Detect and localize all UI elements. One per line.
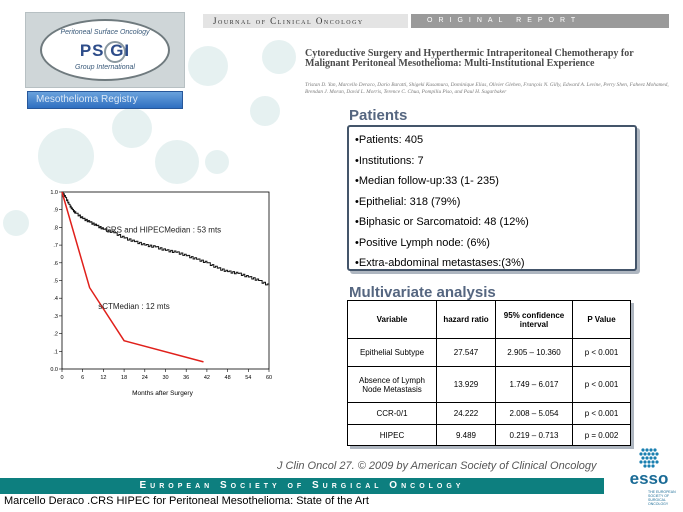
mesothelioma-registry-button[interactable]: Mesothelioma Registry — [27, 91, 183, 109]
logo-top-text: Peritoneal Surface Oncology — [60, 29, 150, 36]
y-tick-label: .7 — [53, 243, 58, 249]
y-tick-label: .6 — [53, 261, 58, 267]
y-tick-label: 1.0 — [50, 190, 58, 196]
table-row: Absence of Lymph Node Metastasis 13.929 … — [347, 366, 631, 403]
society-banner: European Society of Surgical Oncology — [0, 478, 604, 494]
patients-item: •Median follow-up:33 (1- 235) — [355, 175, 499, 187]
x-tick-label: 42 — [204, 375, 210, 381]
chart-labels: CRS and HIPECMedian : 53 mts sCTMedian : … — [98, 226, 221, 311]
article-authors: Tristan D. Yan, Marcello Deraco, Dario B… — [305, 82, 669, 95]
table-cell: p < 0.001 — [572, 402, 631, 425]
y-tick-label: .3 — [53, 314, 58, 320]
esso-logo: esso THE EUROPEAN SOCIETY OF SURGICAL ON… — [618, 447, 680, 507]
table-cell: HIPEC — [347, 424, 437, 446]
logo-mid-text: PS GI — [79, 41, 131, 60]
table-header-row: Variable hazard ratio 95% confidence int… — [347, 300, 631, 339]
psogi-logo-oval: Peritoneal Surface Oncology PS GI Group … — [40, 19, 170, 81]
background-bubble — [250, 96, 280, 126]
table-cell: p < 0.001 — [572, 338, 631, 367]
journal-name: Journal of Clinical Oncology — [203, 14, 408, 28]
patients-item: •Biphasic or Sarcomatoid: 48 (12%) — [355, 216, 529, 228]
patients-box: •Patients: 405 •Institutions: 7 •Median … — [347, 125, 637, 271]
chart-axes: 0.0 .1 .2 .3 .4 .5 .6 .7 .8 .9 1.0 0 6 12 18 24 30 36 42 48… — [50, 190, 272, 397]
background-bubble — [188, 46, 228, 86]
table-row: Epithelial Subtype 27.547 2.905 – 10.360… — [347, 338, 631, 367]
y-tick-label: .5 — [53, 279, 58, 285]
logo-ring-icon — [104, 41, 126, 63]
crs-hipec-survival-line — [62, 191, 270, 286]
report-type: ORIGINAL REPORT — [411, 14, 669, 28]
background-bubble — [155, 140, 199, 184]
x-tick-label: 0 — [60, 375, 63, 381]
survival-chart: 0.0 .1 .2 .3 .4 .5 .6 .7 .8 .9 1.0 0 6 12 18 24 30 36 42 48… — [50, 190, 272, 397]
patients-list: •Patients: 405 •Institutions: 7 •Median … — [349, 127, 635, 274]
column-header: 95% confidence interval — [495, 300, 573, 339]
esso-wordmark: esso — [629, 469, 669, 488]
table-cell: 1.749 – 6.017 — [495, 366, 573, 403]
table-cell: 13.929 — [436, 366, 496, 403]
x-tick-label: 18 — [121, 375, 127, 381]
background-bubble — [38, 128, 94, 184]
sct-series-label: sCTMedian : 12 mts — [98, 302, 170, 311]
x-tick-label: 48 — [225, 375, 231, 381]
table-row: CCR-0/1 24.222 2.008 – 5.054 p < 0.001 — [347, 402, 631, 425]
table-cell: CCR-0/1 — [347, 402, 437, 425]
table-cell: 9.489 — [436, 424, 496, 446]
y-tick-label: .4 — [53, 296, 58, 302]
background-bubble — [262, 40, 296, 74]
y-tick-label: 0.0 — [50, 367, 58, 373]
column-header: P Value — [572, 300, 631, 339]
table-cell: 27.547 — [436, 338, 496, 367]
patients-item: •Extra-abdominal metastases:(3%) — [355, 257, 525, 269]
table-cell: 2.905 – 10.360 — [495, 338, 573, 367]
x-tick-label: 30 — [162, 375, 168, 381]
chart-series — [61, 191, 270, 363]
y-tick-label: .9 — [53, 208, 58, 214]
multivariate-table: Variable hazard ratio 95% confidence int… — [347, 300, 631, 446]
x-tick-label: 36 — [183, 375, 189, 381]
article-title: Cytoreductive Surgery and Hyperthermic I… — [305, 48, 634, 69]
x-tick-label: 6 — [81, 375, 84, 381]
sct-survival-line — [61, 191, 204, 363]
table-cell: 2.008 – 5.054 — [495, 402, 573, 425]
background-bubble — [112, 108, 152, 148]
table-cell: 24.222 — [436, 402, 496, 425]
y-tick-label: .1 — [53, 349, 58, 355]
patients-item: •Institutions: 7 — [355, 154, 424, 167]
table-cell: p = 0.002 — [572, 424, 631, 446]
citation: J Clin Oncol 27. © 2009 by American Soci… — [277, 460, 597, 472]
table-cell: Absence of Lymph Node Metastasis — [347, 366, 437, 403]
y-tick-label: .2 — [53, 332, 58, 338]
patients-heading: Patients — [349, 107, 408, 124]
logo-bottom-text: Group International — [75, 64, 135, 71]
background-bubble — [205, 150, 229, 174]
journal-banner: Journal of Clinical Oncology ORIGINAL RE… — [203, 14, 669, 28]
y-tick-label: .8 — [53, 225, 58, 231]
crs-hipec-series-label: CRS and HIPECMedian : 53 mts — [105, 226, 221, 235]
x-axis-label: Months after Surgery — [132, 390, 193, 397]
column-header: Variable — [347, 300, 437, 339]
x-tick-label: 60 — [266, 375, 272, 381]
x-tick-label: 54 — [245, 375, 251, 381]
table-cell: Epithelial Subtype — [347, 338, 437, 367]
patients-item: •Patients: 405 — [355, 134, 424, 146]
esso-tagline: THE EUROPEAN SOCIETY OF SURGICAL ONCOLOG… — [648, 490, 676, 506]
table-row: HIPEC 9.489 0.219 – 0.713 p = 0.002 — [347, 424, 631, 446]
x-tick-label: 24 — [142, 375, 148, 381]
table-cell: 0.219 – 0.713 — [495, 424, 573, 446]
patients-item: •Epithelial: 318 (79%) — [355, 195, 461, 208]
footer-text: Marcello Deraco .CRS HIPEC for Peritonea… — [4, 495, 369, 507]
plot-frame — [61, 191, 270, 370]
patients-item: •Positive Lymph node: (6%) — [355, 236, 490, 249]
esso-dots-icon — [639, 448, 659, 468]
x-tick-label: 12 — [100, 375, 106, 381]
column-header: hazard ratio — [436, 300, 496, 339]
multivariate-heading: Multivariate analysis — [349, 284, 496, 301]
table-cell: p < 0.001 — [572, 366, 631, 403]
background-bubble — [3, 210, 29, 236]
psogi-logo: Peritoneal Surface Oncology PS GI Group … — [25, 12, 185, 88]
